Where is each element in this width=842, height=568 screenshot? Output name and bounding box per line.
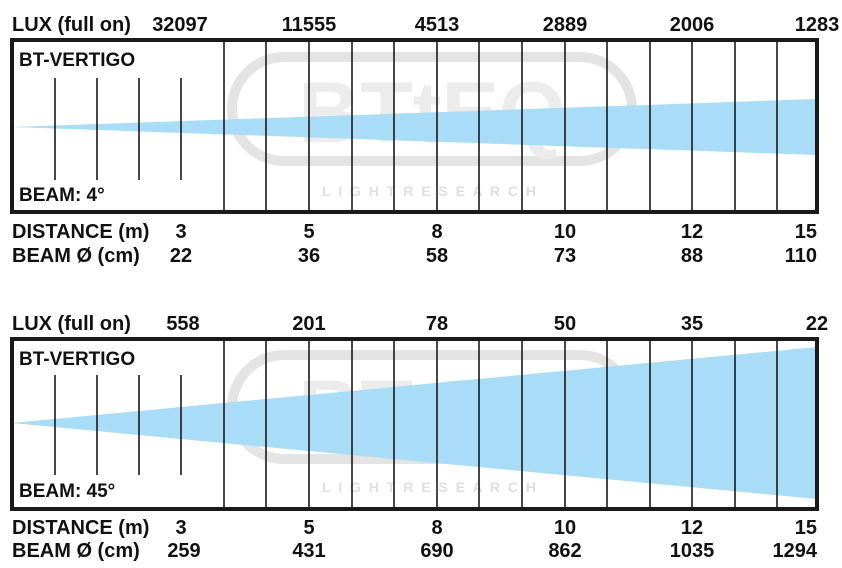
- beam-diameter-label: BEAM Ø (cm): [12, 540, 140, 562]
- beam-diameter-value: 110: [785, 245, 817, 267]
- lux-value: 2889: [543, 14, 588, 36]
- beam-diameter-value: 88: [681, 245, 703, 267]
- distance-value: 8: [431, 221, 442, 243]
- watermark-tagline: L I G H T R E S E A R C H: [322, 183, 538, 199]
- diagram-frame: [10, 38, 819, 214]
- lux-value: 22: [806, 313, 828, 335]
- distance-value: 15: [795, 517, 817, 539]
- distance-value: 12: [681, 221, 703, 243]
- distance-gridlines: [54, 40, 778, 212]
- distance-value: 3: [175, 517, 186, 539]
- beam-diameter-value: 58: [426, 245, 448, 267]
- beam-diagram-panel-wide: LUX (full on) 558 201 78 50 35 22 BTtEQ …: [0, 303, 842, 568]
- distance-value: 15: [795, 221, 817, 243]
- beam-cone: [12, 99, 817, 155]
- distance-value: 8: [431, 517, 442, 539]
- beam-diameter-value: 690: [420, 540, 453, 562]
- watermark-tagline: L I G H T R E S E A R C H: [322, 479, 538, 495]
- distance-value: 12: [681, 517, 703, 539]
- lux-value: 4513: [415, 14, 460, 36]
- product-title: BT-VERTIGO: [19, 349, 135, 370]
- beam-angle-label: BEAM: 4°: [19, 185, 105, 206]
- diagram-frame: [10, 337, 819, 511]
- beam-diameter-label: BEAM Ø (cm): [12, 245, 140, 267]
- beam-angle-label: BEAM: 45°: [19, 481, 115, 502]
- distance-value: 5: [303, 517, 314, 539]
- distance-value: 10: [554, 221, 576, 243]
- lux-value: 558: [166, 313, 199, 335]
- beam-diameter-value: 73: [554, 245, 576, 267]
- beam-cone: [12, 347, 817, 499]
- beam-diameter-value: 1294: [773, 540, 818, 562]
- distance-gridlines: [54, 339, 778, 509]
- lux-value: 2006: [670, 14, 715, 36]
- lux-label: LUX (full on): [12, 313, 131, 335]
- beam-diameter-value: 36: [298, 245, 320, 267]
- beam-diameter-value: 22: [170, 245, 192, 267]
- beam-diameter-value: 862: [548, 540, 581, 562]
- beam-diagram-panel-narrow: LUX (full on) 32097 11555 4513 2889 2006…: [10, 14, 840, 267]
- distance-label: DISTANCE (m): [12, 517, 149, 539]
- lux-value: 11555: [282, 14, 337, 36]
- beam-diagram-svg: LUX (full on) 32097 11555 4513 2889 2006…: [10, 14, 840, 267]
- lux-value: 35: [681, 313, 703, 335]
- lux-label: LUX (full on): [12, 14, 131, 36]
- beam-diameter-value: 259: [167, 540, 200, 562]
- lux-value: 50: [554, 313, 576, 335]
- lux-value: 32097: [152, 14, 208, 36]
- lux-value: 78: [426, 313, 448, 335]
- lux-value: 1283: [795, 14, 840, 36]
- distance-value: 3: [175, 221, 186, 243]
- beam-diameter-value: 431: [292, 540, 325, 562]
- beam-diagram-svg: LUX (full on) 558 201 78 50 35 22 BTtEQ …: [10, 313, 828, 562]
- lux-value: 201: [292, 313, 325, 335]
- distance-value: 5: [303, 221, 314, 243]
- product-title: BT-VERTIGO: [19, 50, 135, 71]
- beam-diameter-value: 1035: [670, 540, 715, 562]
- distance-value: 10: [554, 517, 576, 539]
- distance-label: DISTANCE (m): [12, 221, 149, 243]
